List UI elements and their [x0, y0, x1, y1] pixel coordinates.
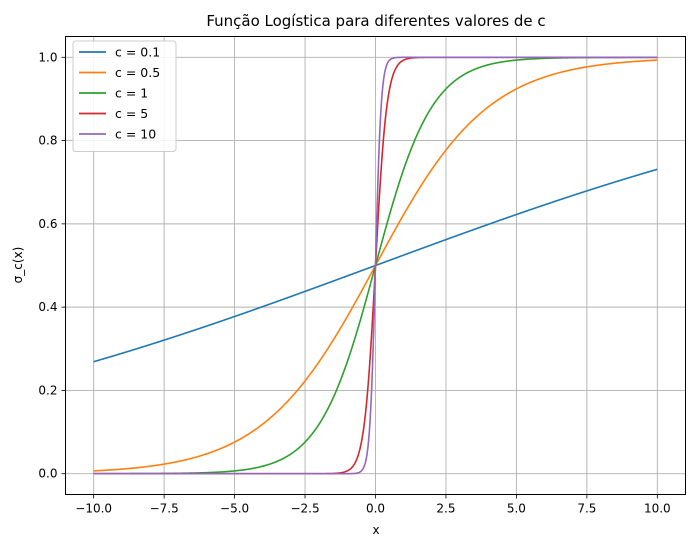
axis-ticks: −10.0 −7.5 −5.0 −2.5 0.0 2.5 5.0 7.5 10.0 0.0 0.2 0…	[38, 50, 670, 515]
x-tick-label: −5.0	[220, 502, 249, 516]
legend: c = 0.1 c = 0.5 c = 1 c = 5 c = 10	[72, 40, 177, 152]
legend-label: c = 0.1	[115, 45, 160, 60]
y-tick-label: 1.0	[38, 50, 57, 64]
legend-label: c = 10	[115, 127, 156, 142]
x-axis-label: x	[372, 523, 379, 537]
series-lines	[93, 56, 658, 475]
x-tick-label: −7.5	[150, 502, 179, 516]
y-tick-label: 0.0	[38, 467, 57, 481]
legend-box	[72, 40, 177, 152]
x-tick-label: 7.5	[577, 502, 596, 516]
legend-label: c = 1	[115, 86, 148, 101]
x-tick-label: −2.5	[290, 502, 319, 516]
y-tick-label: 0.8	[38, 134, 57, 148]
chart-title: Função Logística para diferentes valores…	[206, 12, 545, 30]
x-tick-label: 10.0	[644, 502, 671, 516]
y-tick-label: 0.4	[38, 300, 57, 314]
y-axis-label: σ_c(x)	[11, 247, 25, 284]
grid	[65, 36, 686, 495]
series-line-c-10	[93, 56, 658, 475]
x-tick-label: 2.5	[436, 502, 455, 516]
x-tick-label: 5.0	[507, 502, 526, 516]
y-tick-label: 0.2	[38, 383, 57, 397]
legend-label: c = 5	[115, 106, 148, 121]
x-tick-label: 0.0	[366, 502, 385, 516]
legend-label: c = 0.5	[115, 65, 160, 80]
y-tick-label: 0.6	[38, 217, 57, 231]
x-tick-label: −10.0	[75, 502, 112, 516]
